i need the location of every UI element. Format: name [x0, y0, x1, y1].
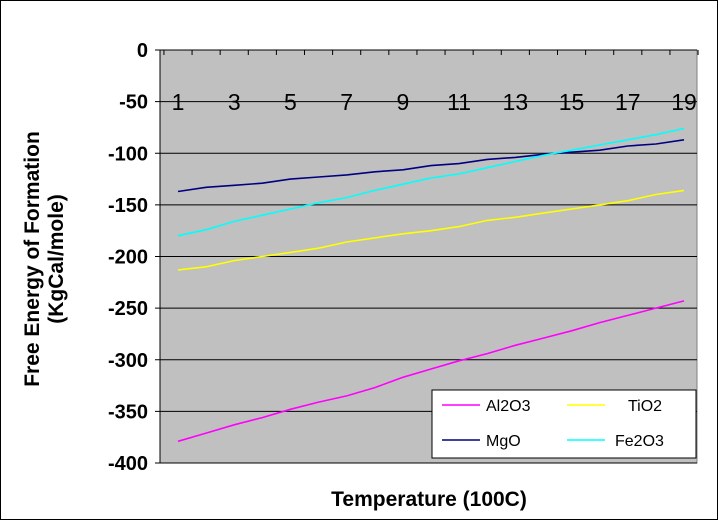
x-axis-title: Temperature (100C)	[331, 488, 527, 511]
legend-label-mgo: MgO	[486, 433, 521, 450]
x-axis-ticks: 1 3 5 7 9 11 13 15 17 19	[163, 50, 699, 115]
y-axis-ticks: 0 -50 -100 -150 -200 -250 -300 -350 -400	[108, 40, 161, 475]
y-tick-label: 0	[137, 40, 148, 62]
x-tick-label: 3	[228, 89, 241, 115]
x-tick-label: 9	[396, 89, 409, 115]
x-tick-label: 11	[447, 89, 471, 115]
y-tick-label: -350	[108, 401, 148, 423]
y-tick-label: -200	[108, 247, 148, 269]
y-tick-label: -50	[119, 92, 148, 114]
x-tick-label: 15	[559, 89, 585, 115]
y-tick-label: -250	[108, 298, 148, 320]
x-tick-label: 7	[340, 89, 353, 115]
y-axis-title-line1: Free Energy of Formation	[21, 131, 44, 387]
x-tick-label: 5	[284, 89, 297, 115]
series-line-tio2	[177, 189, 685, 271]
x-tick-label: 17	[615, 89, 641, 115]
y-tick-label: -100	[108, 143, 148, 165]
legend-label-al2o3: Al2O3	[486, 398, 531, 415]
series-line-fe2o3	[177, 127, 685, 237]
x-tick-label: 1	[172, 89, 185, 115]
legend-box	[431, 389, 697, 459]
legend-label-tio2: TiO2	[628, 398, 662, 415]
x-tick-label: 13	[503, 89, 529, 115]
x-tick-label: 19	[671, 89, 697, 115]
legend: Al2O3 TiO2 MgO Fe2O3	[431, 389, 697, 459]
series-group	[177, 127, 685, 443]
y-axis-title-line2: (KgCal/mole)	[45, 194, 68, 324]
y-tick-label: -300	[108, 350, 148, 372]
series-line-mgo	[177, 139, 685, 193]
y-tick-label: -400	[108, 453, 148, 475]
legend-label-fe2o3: Fe2O3	[615, 433, 664, 450]
y-tick-label: -150	[108, 195, 148, 217]
series-line-al2o3	[177, 300, 685, 443]
